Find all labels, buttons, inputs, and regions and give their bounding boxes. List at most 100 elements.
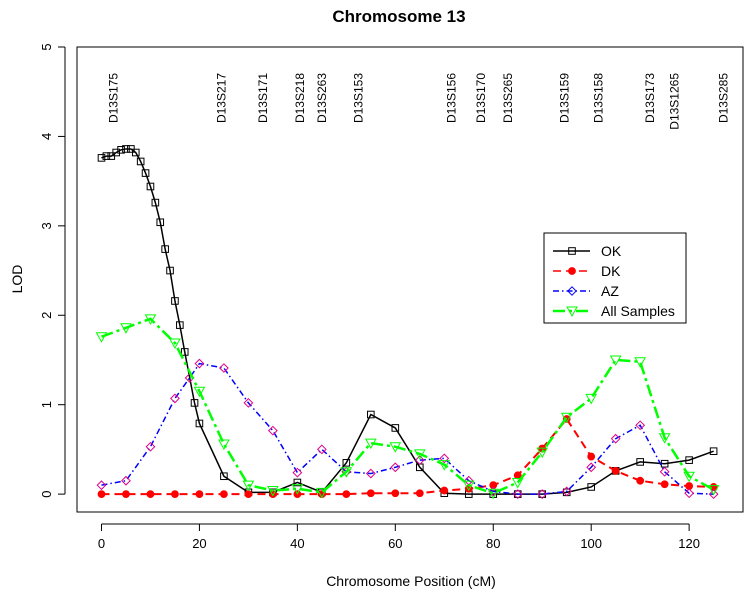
series-2-point-23 bbox=[635, 420, 646, 431]
series-0-point-20 bbox=[220, 472, 228, 481]
x-tick-label-6: 120 bbox=[678, 536, 700, 551]
marker-labels: D13S175 D13S217 D13S171 D13S218 D13S263 D13S1… bbox=[107, 73, 731, 130]
marker-label-7: D13S170 bbox=[474, 73, 488, 123]
y-tick-label-1: 1 bbox=[39, 401, 54, 408]
series-0-point-0 bbox=[97, 154, 106, 162]
series-3-point-17 bbox=[511, 477, 524, 489]
series-0-point-14 bbox=[166, 266, 174, 275]
series-3-point-8 bbox=[291, 484, 304, 495]
series-0-point-26 bbox=[367, 410, 375, 419]
series-0-point-19 bbox=[195, 419, 204, 428]
series-layer bbox=[95, 145, 720, 500]
series-1-point-13 bbox=[415, 489, 424, 498]
series-0-point-15 bbox=[171, 297, 179, 305]
series-3-point-23 bbox=[658, 433, 671, 444]
series-1-point-5 bbox=[220, 490, 228, 499]
series-1-point-1 bbox=[122, 490, 130, 499]
y-axis-label: LOD bbox=[9, 265, 25, 294]
marker-label-1: D13S217 bbox=[214, 73, 228, 123]
series-2-point-12 bbox=[365, 468, 376, 479]
series-3-point-7 bbox=[267, 486, 279, 497]
series-3-point-22 bbox=[634, 357, 647, 368]
series-2-point-21 bbox=[586, 462, 597, 473]
series-1-point-4 bbox=[195, 490, 204, 499]
series-1-point-11 bbox=[366, 489, 375, 498]
series-3-point-14 bbox=[438, 460, 451, 471]
x-tick-label-4: 80 bbox=[486, 536, 500, 551]
marker-label-5: D13S153 bbox=[352, 73, 366, 123]
series-2-point-6 bbox=[219, 363, 229, 373]
series-1-point-14 bbox=[440, 486, 449, 495]
series-3-point-9 bbox=[316, 487, 328, 499]
series-3-point-6 bbox=[242, 480, 255, 492]
series-3-point-24 bbox=[683, 471, 695, 483]
series-0-point-18 bbox=[190, 399, 199, 407]
series-0-point-5 bbox=[122, 145, 130, 153]
series-3-point-3 bbox=[169, 338, 181, 350]
series-0-point-23 bbox=[293, 478, 302, 487]
series-3-point-12 bbox=[389, 442, 402, 453]
marker-label-9: D13S159 bbox=[557, 73, 571, 123]
series-2-point-13 bbox=[390, 462, 401, 473]
series-1-point-22 bbox=[636, 476, 645, 485]
x-tick-label-5: 100 bbox=[580, 536, 602, 551]
series-2-point-14 bbox=[414, 455, 425, 466]
x-tick-label-2: 40 bbox=[290, 536, 304, 551]
series-3-point-19 bbox=[560, 412, 573, 424]
y-tick-label-4: 4 bbox=[39, 133, 54, 140]
y-axis: 0 1 2 3 4 5 bbox=[39, 43, 66, 498]
legend-marker-3 bbox=[566, 306, 578, 318]
x-tick-label-3: 60 bbox=[388, 536, 402, 551]
series-1-point-2 bbox=[146, 490, 155, 499]
series-0-point-1 bbox=[102, 152, 111, 160]
series-2-point-3 bbox=[170, 393, 180, 404]
series-1-point-21 bbox=[611, 466, 620, 475]
marker-label-13: D13S285 bbox=[716, 73, 730, 123]
x-tick-label-1: 20 bbox=[192, 536, 206, 551]
series-3-point-4 bbox=[193, 386, 206, 398]
series-1-point-12 bbox=[391, 489, 400, 498]
legend-label-0: OK bbox=[601, 243, 622, 259]
series-1-point-0 bbox=[97, 490, 106, 499]
series-2-point-26 bbox=[708, 489, 719, 500]
series-0-point-13 bbox=[161, 245, 169, 253]
x-axis-label: Chromosome Position (cM) bbox=[326, 573, 496, 589]
marker-label-12: D13S1265 bbox=[667, 73, 681, 130]
marker-label-8: D13S265 bbox=[501, 73, 515, 123]
marker-label-10: D13S158 bbox=[592, 73, 606, 123]
series-1-point-20 bbox=[587, 452, 596, 461]
marker-label-0: D13S175 bbox=[107, 73, 121, 123]
series-1 bbox=[97, 415, 718, 499]
series-1-point-16 bbox=[489, 481, 498, 490]
series-3-point-15 bbox=[462, 480, 475, 492]
legend-label-2: AZ bbox=[601, 283, 619, 299]
legend-marker-1 bbox=[568, 267, 576, 275]
series-0-point-37 bbox=[636, 458, 644, 466]
series-0-point-39 bbox=[685, 456, 693, 464]
y-tick-label-0: 0 bbox=[39, 490, 54, 497]
series-0-point-40 bbox=[709, 447, 718, 455]
series-0-point-3 bbox=[112, 148, 120, 157]
series-3-point-21 bbox=[609, 355, 622, 367]
series-3-point-16 bbox=[487, 488, 500, 500]
series-1-point-23 bbox=[660, 480, 669, 489]
x-axis: 0 20 40 60 80 100 120 bbox=[98, 523, 700, 551]
y-tick-label-2: 2 bbox=[39, 312, 54, 319]
series-3-point-20 bbox=[585, 393, 598, 405]
series-2-point-7 bbox=[243, 397, 254, 408]
legend: OK DK AZ All Samples bbox=[543, 232, 687, 324]
series-0-point-10 bbox=[146, 182, 155, 191]
series-3-point-11 bbox=[364, 438, 377, 450]
series-2-point-0 bbox=[96, 480, 107, 491]
series-2-point-10 bbox=[316, 444, 327, 455]
marker-label-3: D13S218 bbox=[293, 73, 307, 123]
series-2-point-15 bbox=[439, 453, 450, 464]
series-2-point-17 bbox=[488, 486, 499, 497]
marker-label-6: D13S156 bbox=[445, 73, 459, 123]
series-2-point-2 bbox=[145, 441, 156, 452]
y-tick-label-5: 5 bbox=[39, 43, 54, 50]
series-3 bbox=[95, 314, 720, 500]
series-0-point-9 bbox=[141, 169, 150, 177]
legend-label-1: DK bbox=[601, 263, 621, 279]
